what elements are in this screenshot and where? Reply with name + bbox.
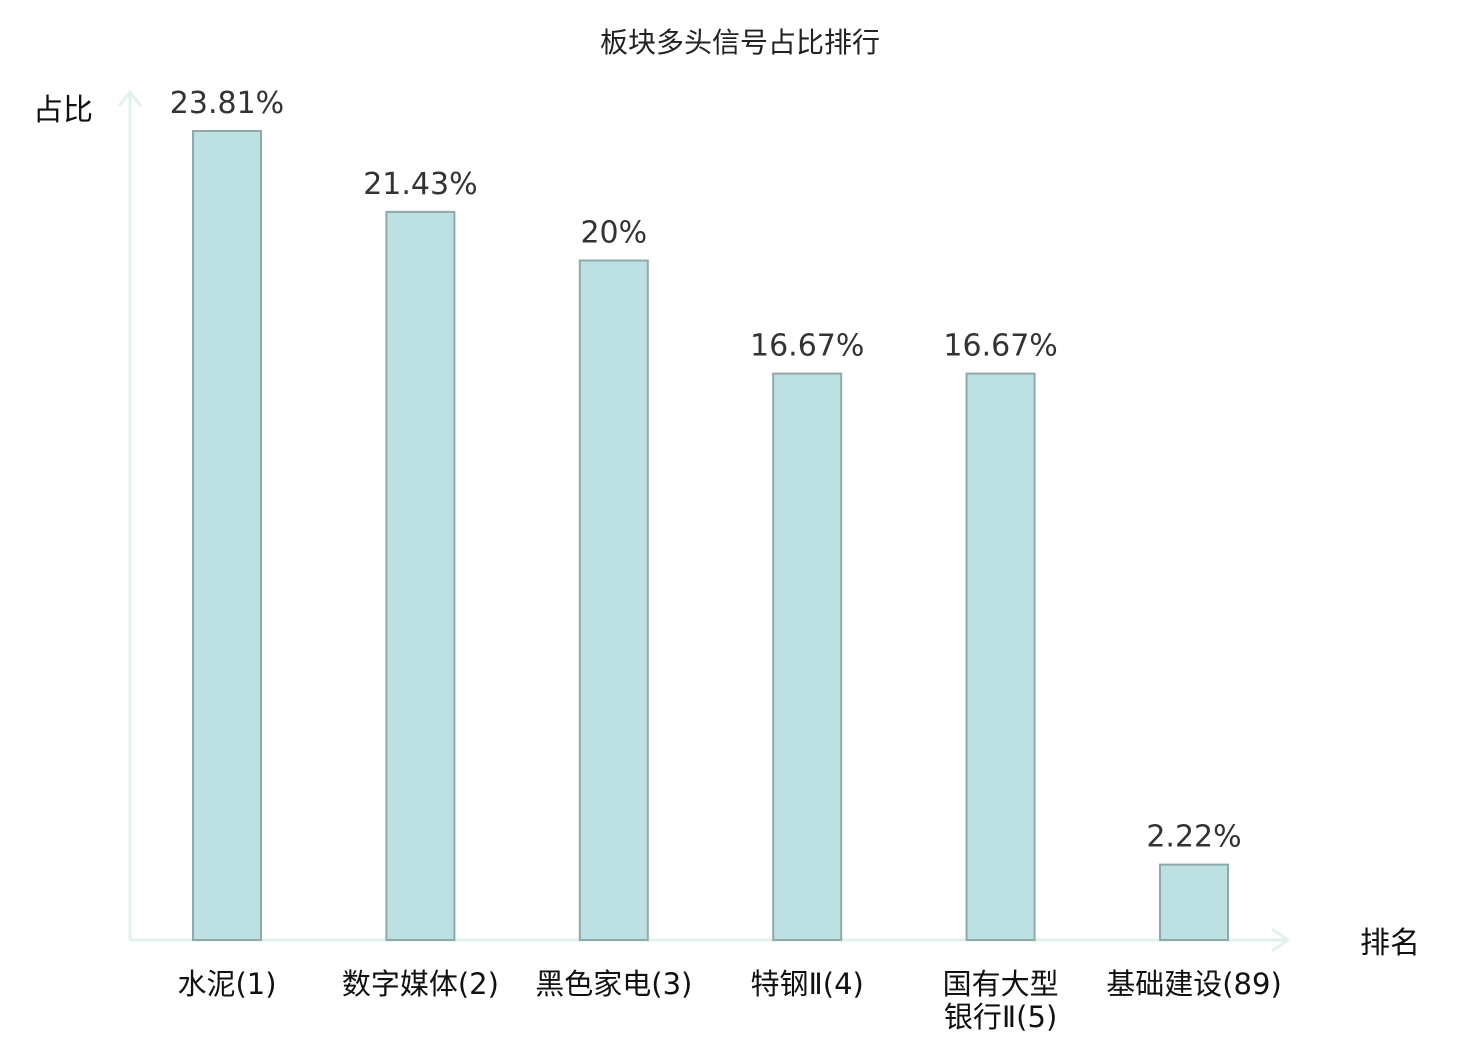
category-label-2: 数字媒体(2) bbox=[342, 967, 499, 1001]
category-label-1: 水泥(1) bbox=[177, 967, 276, 1001]
bar-3 bbox=[578, 259, 649, 941]
bars-group bbox=[192, 130, 1229, 942]
value-label-5: 16.67% bbox=[943, 329, 1057, 364]
bar-6 bbox=[1159, 863, 1229, 941]
category-label-6: 基础建设(89) bbox=[1106, 967, 1282, 1001]
category-label-5-line-2: 银行Ⅱ(5) bbox=[944, 1000, 1057, 1034]
y-axis-arrow bbox=[117, 89, 143, 107]
value-label-1: 23.81% bbox=[170, 86, 284, 121]
y-axis-label: 占比 bbox=[33, 93, 93, 128]
value-label-4: 16.67% bbox=[750, 329, 864, 364]
chart-title: 板块多头信号占比排行 bbox=[600, 26, 880, 59]
bar-4 bbox=[772, 372, 843, 942]
value-label-6: 2.22% bbox=[1146, 820, 1241, 855]
value-label-3: 20% bbox=[580, 216, 647, 251]
bar-5 bbox=[965, 372, 1036, 942]
value-labels-group: 23.81% 21.43% 20% 16.67% 16.67% 2.22% bbox=[170, 86, 1242, 855]
bar-2 bbox=[385, 210, 456, 941]
bar-1 bbox=[192, 130, 262, 941]
value-label-2: 21.43% bbox=[363, 167, 477, 202]
category-label-5-line-1: 国有大型 bbox=[943, 967, 1059, 1001]
category-label-4: 特钢Ⅱ(4) bbox=[751, 967, 864, 1001]
category-label-3: 黑色家电(3) bbox=[535, 967, 692, 1001]
x-axis-arrow bbox=[1271, 927, 1291, 953]
x-axis-label: 排名 bbox=[1360, 926, 1420, 961]
